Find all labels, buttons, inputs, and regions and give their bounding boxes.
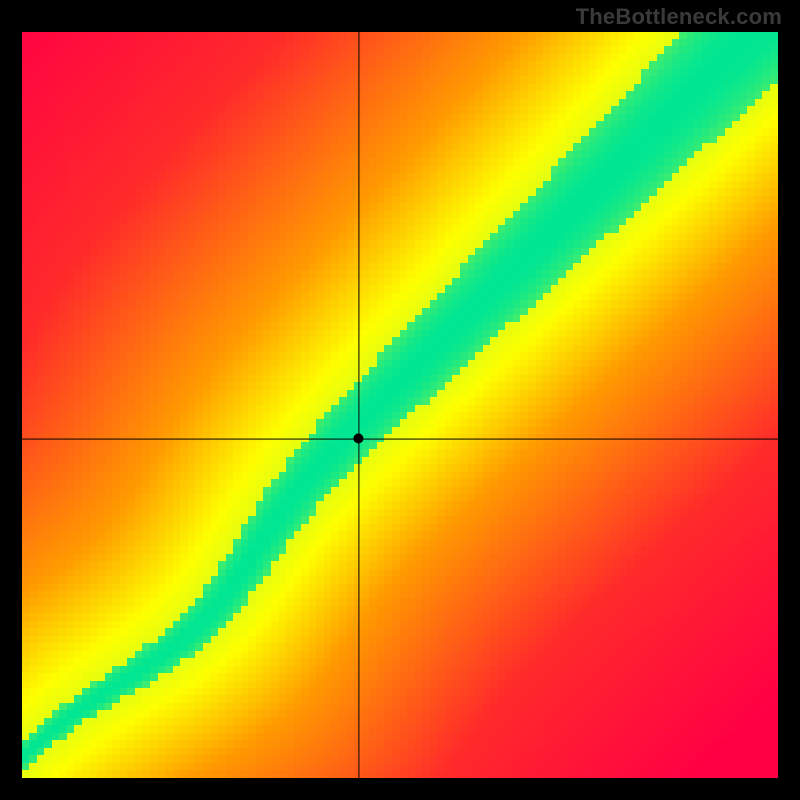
watermark-text: TheBottleneck.com: [576, 4, 782, 30]
overlay-canvas: [0, 0, 800, 800]
chart-container: TheBottleneck.com: [0, 0, 800, 800]
